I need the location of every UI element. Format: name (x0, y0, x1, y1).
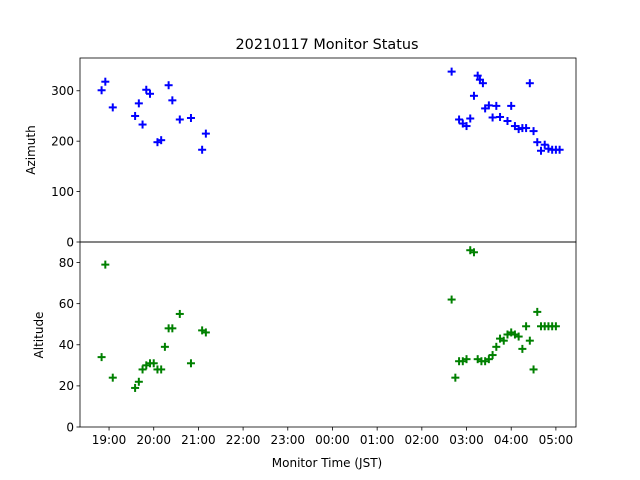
azimuth-point (555, 145, 564, 154)
altitude-point (484, 355, 493, 364)
altitude-y-tick-label: 60 (59, 297, 74, 311)
azimuth-point (186, 113, 195, 122)
azimuth-point (447, 67, 456, 76)
azimuth-point (138, 120, 147, 129)
y-axis-title-azimuth: Azimuth (24, 125, 38, 174)
azimuth-point (473, 71, 482, 80)
azimuth-point (146, 89, 155, 98)
azimuth-point (134, 99, 143, 108)
azimuth-y-tick-label: 0 (66, 235, 74, 249)
altitude-point (447, 295, 456, 304)
x-axis: 19:00 20:00 21:00 22:00 23:00 00:00 01:00 02:00… (92, 427, 573, 447)
azimuth-point (108, 103, 117, 112)
x-axis-title: Monitor Time (JST) (272, 456, 382, 470)
x-tick-label: 19:00 (92, 433, 127, 447)
altitude-point (108, 373, 117, 382)
azimuth-point (503, 117, 512, 126)
azimuth-point (175, 115, 184, 124)
x-tick-label: 00:00 (315, 433, 350, 447)
chart-title: 20210117 Monitor Status (236, 37, 419, 53)
azimuth-point (168, 96, 177, 105)
altitude-point (551, 322, 560, 331)
azimuth-point (462, 122, 471, 131)
azimuth-panel: 0 100 200 300 (51, 57, 577, 249)
azimuth-point (488, 113, 497, 122)
azimuth-point (522, 124, 531, 133)
azimuth-point (533, 138, 542, 147)
x-tick-label: 01:00 (360, 433, 395, 447)
x-tick-label: 03:00 (449, 433, 484, 447)
altitude-point (175, 309, 184, 318)
azimuth-point (131, 111, 140, 120)
azimuth-point (101, 77, 110, 86)
azimuth-point (157, 136, 166, 145)
azimuth-y-tick-label: 300 (51, 84, 74, 98)
azimuth-point (484, 101, 493, 110)
azimuth-point (164, 81, 173, 90)
x-tick-label: 23:00 (270, 433, 305, 447)
x-tick-label: 04:00 (494, 433, 529, 447)
altitude-frame (79, 241, 577, 428)
altitude-point (134, 377, 143, 386)
altitude-point (525, 336, 534, 345)
altitude-point (518, 344, 527, 353)
azimuth-point (492, 101, 501, 110)
altitude-point (492, 342, 501, 351)
azimuth-point (514, 125, 523, 134)
azimuth-point (97, 86, 106, 95)
altitude-point (201, 328, 210, 337)
azimuth-point (507, 101, 516, 110)
altitude-y-tick-label: 40 (59, 338, 74, 352)
x-tick-label: 20:00 (136, 433, 171, 447)
altitude-point (462, 355, 471, 364)
azimuth-point (544, 144, 553, 153)
azimuth-point (540, 140, 549, 149)
altitude-point (514, 332, 523, 341)
x-tick-label: 02:00 (405, 433, 440, 447)
altitude-point (186, 359, 195, 368)
azimuth-point (469, 91, 478, 100)
azimuth-frame (79, 57, 577, 243)
azimuth-point (529, 127, 538, 136)
altitude-point (499, 336, 508, 345)
altitude-panel: 0 20 40 60 80 (59, 241, 577, 434)
altitude-point (131, 383, 140, 392)
altitude-point (522, 322, 531, 331)
azimuth-point (142, 85, 151, 94)
altitude-point (451, 373, 460, 382)
x-tick-label: 21:00 (181, 433, 216, 447)
altitude-y-tick-label: 20 (59, 379, 74, 393)
altitude-point (101, 260, 110, 269)
x-tick-label: 22:00 (226, 433, 261, 447)
y-axis-title-altitude: Altitude (32, 312, 46, 359)
azimuth-point (496, 112, 505, 121)
azimuth-point (466, 114, 475, 123)
altitude-point (488, 351, 497, 360)
azimuth-point (525, 79, 534, 88)
altitude-point (533, 307, 542, 316)
altitude-point (97, 353, 106, 362)
altitude-y-tick-label: 0 (66, 420, 74, 434)
azimuth-point (198, 145, 207, 154)
azimuth-point (455, 115, 464, 124)
altitude-point (149, 359, 158, 368)
azimuth-y-tick-label: 200 (51, 134, 74, 148)
altitude-point (529, 365, 538, 374)
azimuth-point (201, 129, 210, 138)
azimuth-point (536, 146, 545, 155)
x-tick-label: 05:00 (539, 433, 574, 447)
azimuth-point (478, 79, 487, 88)
altitude-y-tick-label: 80 (59, 256, 74, 270)
altitude-point (138, 365, 147, 374)
altitude-point (168, 324, 177, 333)
azimuth-y-tick-label: 100 (51, 185, 74, 199)
altitude-point (469, 248, 478, 257)
altitude-point (157, 365, 166, 374)
altitude-point (160, 342, 169, 351)
